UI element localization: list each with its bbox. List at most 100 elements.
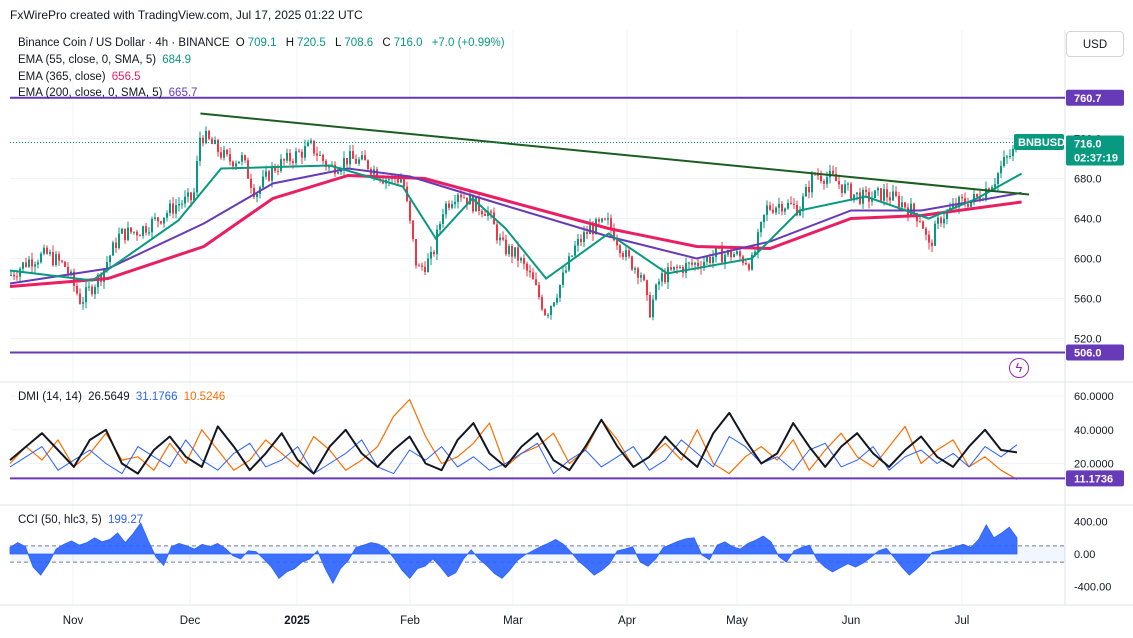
x-tick-label: Feb [400, 615, 420, 627]
candle-body [472, 195, 474, 212]
candle-body [592, 225, 594, 235]
candle-body [220, 152, 222, 158]
candle-body [322, 154, 324, 161]
dmi-adx-value: 26.5649 [88, 391, 130, 403]
candle-body [343, 157, 345, 169]
candle-body [415, 239, 417, 266]
candle-body [34, 264, 36, 267]
lightning-icon[interactable]: ϟ [1009, 358, 1029, 378]
candle-body [691, 262, 693, 265]
candle-body [589, 225, 591, 235]
candle-body [166, 213, 168, 218]
change-value: +7.0 (+0.99%) [431, 37, 505, 49]
candle-body [358, 159, 360, 164]
candle-body [724, 254, 726, 263]
price-tick-label: 640.0 [1074, 214, 1102, 226]
candle-body [313, 140, 315, 154]
candle-body [835, 173, 837, 182]
candle-body [445, 203, 447, 215]
candle-body [466, 197, 468, 205]
candle-body [595, 219, 597, 235]
candle-body [82, 302, 84, 304]
candle-body [430, 251, 432, 259]
candle-body [901, 202, 903, 208]
ema200-legend[interactable]: EMA (200, close, 0, SMA, 5) 665.7 [18, 87, 200, 99]
cci-value: 199.27 [107, 514, 144, 526]
dmi-legend[interactable]: DMI (14, 14) 26.5649 31.1766 10.5246 [18, 391, 228, 403]
currency-button[interactable]: USD [1066, 31, 1124, 57]
candle-body [640, 275, 642, 278]
candle-body [25, 262, 27, 267]
candle-body [10, 274, 12, 276]
candle-body [511, 246, 513, 257]
candle-body [694, 262, 696, 265]
price-pane[interactable] [9, 96, 1065, 354]
candle-body [136, 231, 138, 236]
candle-body [268, 171, 270, 181]
candle-body [637, 268, 639, 278]
candle-body [961, 196, 963, 199]
low-value: 708.6 [344, 37, 374, 49]
last-price-tag-bg [1066, 135, 1124, 166]
candle-body [274, 166, 276, 171]
x-tick-label: Jul [955, 615, 970, 627]
candle-body [319, 154, 321, 156]
candle-body [223, 149, 225, 158]
cci-tick-label: 400.00 [1074, 517, 1108, 529]
candle-body [841, 184, 843, 193]
dmi-tick-label: 60.0000 [1074, 391, 1114, 403]
dmi-tick-label: 40.0000 [1074, 425, 1114, 437]
candle-body [241, 155, 243, 162]
candle-body [349, 151, 351, 165]
dmi-pane[interactable] [9, 398, 1065, 481]
candle-body [79, 293, 81, 304]
candle-body [913, 203, 915, 214]
candle-body [127, 227, 129, 241]
open-label: O [235, 37, 245, 49]
candle-body [244, 155, 246, 161]
dmi-label: DMI (14, 14) [18, 391, 82, 403]
candle-body [52, 252, 54, 266]
candle-body [898, 195, 900, 208]
candle-body [169, 203, 171, 214]
candle-body [928, 234, 930, 243]
candle-body [775, 207, 777, 213]
ema365-legend[interactable]: EMA (365, close) 656.5 [18, 71, 144, 83]
candle-body [139, 235, 141, 237]
resistance-tag-text: 760.7 [1074, 93, 1102, 105]
candle-body [508, 246, 510, 255]
candle-body [196, 161, 198, 193]
candle-body [481, 210, 483, 215]
candle-body [937, 217, 939, 224]
candle-body [298, 151, 300, 153]
support-tag-text: 506.0 [1074, 348, 1102, 360]
candle-body [187, 192, 189, 197]
candle-body [670, 267, 672, 270]
ema55-legend[interactable]: EMA (55, close, 0, SMA, 5) 684.9 [18, 54, 194, 66]
candle-body [400, 179, 402, 183]
candle-body [556, 297, 558, 303]
cci-legend[interactable]: CCI (50, hlc3, 5) 199.27 [18, 514, 146, 526]
candle-body [559, 284, 561, 298]
candle-body [226, 149, 228, 155]
candle-body [940, 217, 942, 224]
candle-body [547, 314, 549, 316]
candle-body [208, 130, 210, 139]
candle-body [994, 184, 996, 188]
candle-body [823, 181, 825, 184]
ohlc-close: C 716.0 [382, 37, 425, 49]
candle-body [568, 256, 570, 271]
candle-body [262, 176, 264, 188]
candle-body [676, 266, 678, 268]
cci-pane[interactable] [9, 522, 1065, 585]
candle-body [787, 202, 789, 209]
candle-body [505, 239, 507, 255]
candle-body [727, 249, 729, 255]
candle-body [574, 245, 576, 256]
candle-body [253, 187, 255, 198]
x-tick-label: May [726, 615, 748, 627]
candle-body [703, 261, 705, 269]
candle-body [91, 286, 93, 295]
candle-body [820, 175, 822, 182]
